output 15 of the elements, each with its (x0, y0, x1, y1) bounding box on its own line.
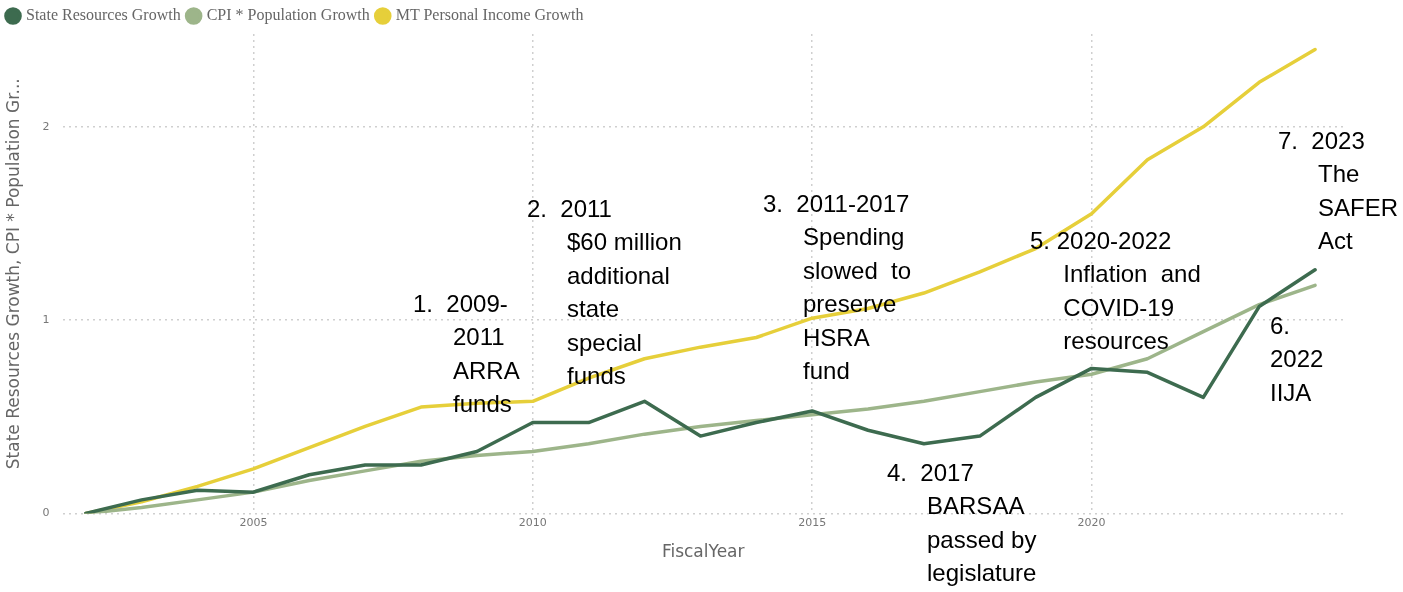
x-tick-label: 2020 (1077, 515, 1106, 529)
annotation: 4. 2017 BARSAA passed by legislature (887, 458, 1037, 587)
y-tick-label: 1 (42, 312, 50, 326)
legend-label: MT Personal Income Growth (395, 6, 584, 24)
x-tick-label: 2010 (518, 515, 547, 529)
x-axis-title: FiscalYear (661, 541, 745, 562)
annotation: 6. 2022 IIJA (1270, 311, 1324, 406)
y-axis-title: State Resources Growth, CPI * Population Gr... (2, 78, 23, 470)
y-tick-label: 2 (42, 119, 50, 133)
y-tick-label: 0 (42, 506, 50, 520)
legend-label: CPI * Population Growth (206, 6, 370, 25)
annotation: 7. 2023 The SAFER Act (1278, 126, 1399, 255)
x-tick-label: 2005 (239, 515, 268, 529)
x-tick-label: 2015 (798, 515, 827, 529)
legend-label: State Resources Growth (26, 6, 181, 24)
